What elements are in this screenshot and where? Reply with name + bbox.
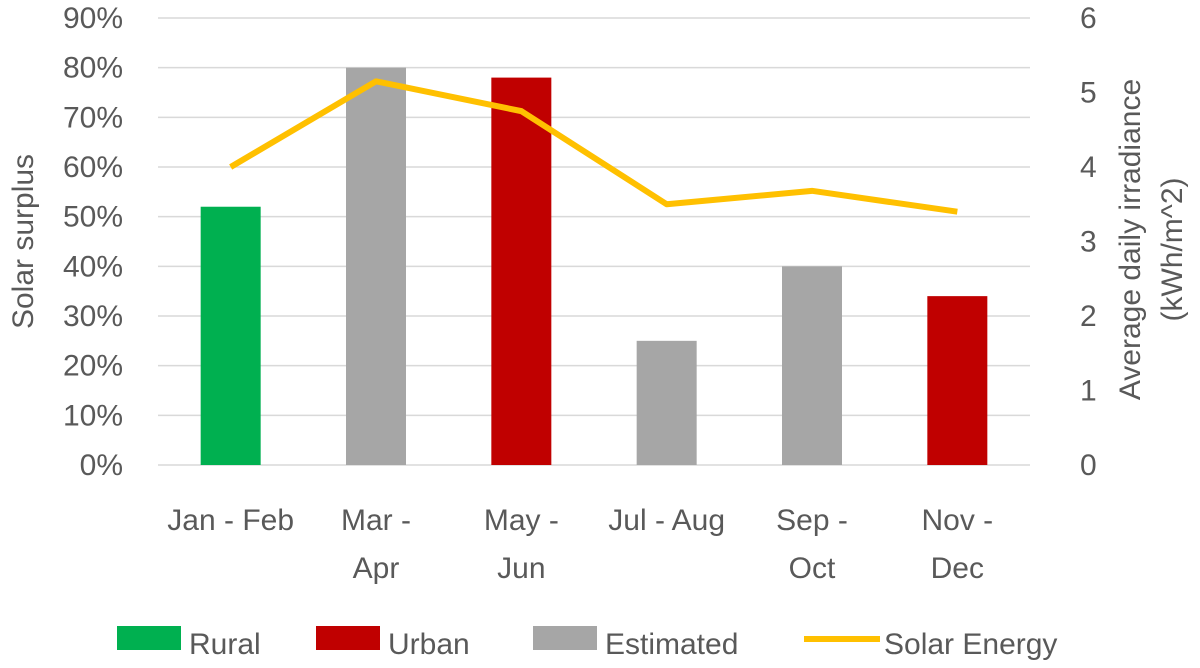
left-tick-label: 80% xyxy=(63,52,123,85)
x-tick-label: Apr xyxy=(353,552,400,585)
legend-item-estimated: Estimated xyxy=(533,626,738,661)
x-axis-ticks: Jan - Feb Mar - Apr May - Jun Jul - Aug Sep - O… xyxy=(167,504,993,585)
left-tick-label: 20% xyxy=(63,350,123,383)
x-tick-label: Nov - xyxy=(921,504,993,537)
right-axis-ticks: 0 1 2 3 4 5 6 xyxy=(1080,2,1097,482)
right-tick-label: 3 xyxy=(1080,226,1097,259)
left-tick-label: 50% xyxy=(63,201,123,234)
left-tick-label: 10% xyxy=(63,399,123,432)
right-tick-label: 1 xyxy=(1080,375,1097,408)
x-tick-label: Jun xyxy=(497,552,545,585)
x-tick-label: Sep - xyxy=(776,504,848,537)
bar-urban xyxy=(927,296,988,465)
legend-item-solar-energy: Solar Energy xyxy=(804,628,1057,661)
legend-swatch xyxy=(533,626,597,650)
left-tick-label: 90% xyxy=(63,2,123,35)
legend-swatch xyxy=(316,626,380,650)
legend-label: Solar Energy xyxy=(884,628,1057,661)
solar-energy-line xyxy=(229,78,958,215)
left-tick-label: 60% xyxy=(63,151,123,184)
x-tick-label: Jan - Feb xyxy=(167,504,294,537)
bar-estimated xyxy=(346,67,406,466)
right-axis-title-line-1: Average daily irradiance xyxy=(1114,79,1147,400)
left-tick-label: 30% xyxy=(63,300,123,333)
bar-estimated xyxy=(782,266,842,465)
legend-label: Urban xyxy=(388,628,470,661)
bar-rural xyxy=(200,206,261,465)
left-tick-label: 0% xyxy=(80,449,123,482)
legend-label: Rural xyxy=(189,628,261,661)
legend-swatch xyxy=(117,626,181,650)
left-axis-title: Solar surplus xyxy=(7,154,40,329)
right-tick-label: 2 xyxy=(1080,300,1097,333)
x-tick-label: Mar - xyxy=(341,504,411,537)
left-tick-label: 70% xyxy=(63,101,123,134)
right-tick-label: 6 xyxy=(1080,2,1097,35)
gridlines xyxy=(158,17,1030,466)
right-tick-label: 4 xyxy=(1080,151,1097,184)
solar-energy-line-series xyxy=(229,78,958,215)
x-tick-label: May - xyxy=(484,504,559,537)
left-axis-ticks: 0% 10% 20% 30% 40% 50% 60% 70% 80% 90% xyxy=(63,2,123,482)
legend-item-rural: Rural xyxy=(117,626,261,661)
left-tick-label: 40% xyxy=(63,250,123,283)
bars xyxy=(200,67,988,466)
legend-item-urban: Urban xyxy=(316,626,470,661)
right-axis-title-line-2: (kWh/m^2) xyxy=(1156,177,1189,321)
bar-estimated xyxy=(636,340,697,465)
bar-urban xyxy=(491,77,552,465)
legend-label: Estimated xyxy=(605,628,738,661)
legend: Rural Urban Estimated Solar Energy xyxy=(117,626,1057,661)
x-tick-label: Oct xyxy=(789,552,836,585)
right-tick-label: 5 xyxy=(1080,77,1097,110)
right-tick-label: 0 xyxy=(1080,449,1097,482)
x-tick-label: Jul - Aug xyxy=(608,504,725,537)
x-tick-label: Dec xyxy=(931,552,984,585)
